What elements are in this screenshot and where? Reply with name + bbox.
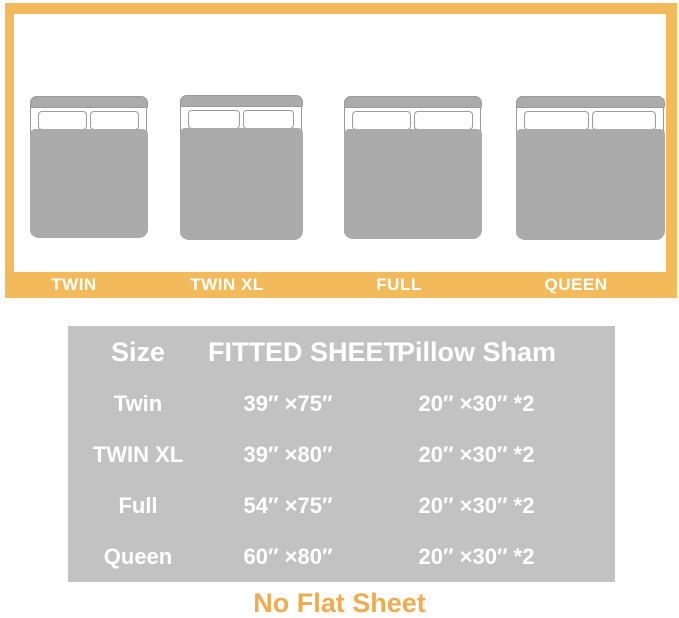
fitted-sheet-graphic — [179, 128, 303, 240]
row-full-fitted-sheet: 54″ ×75″ — [243, 492, 333, 518]
row-full-size: Full — [118, 492, 158, 518]
pillow-right-icon — [242, 110, 294, 129]
bed-icon-twin — [29, 95, 148, 238]
row-full-pillow-sham: 20″ ×30″ *2 — [418, 492, 535, 518]
bed-icon-queen — [515, 95, 665, 240]
fitted-sheet-graphic — [29, 129, 148, 238]
fitted-sheet-graphic — [343, 129, 482, 239]
row-queen-size: Queen — [103, 543, 173, 569]
row-twin-xl-fitted-sheet: 39″ ×80″ — [243, 441, 333, 467]
pillow-right-icon — [591, 111, 656, 130]
row-queen-pillow-sham: 20″ ×30″ *2 — [418, 543, 535, 569]
pillow-left-icon — [524, 111, 589, 130]
pillow-row — [524, 111, 656, 130]
bed-label-full: FULL — [376, 275, 422, 294]
bed-icon-twin-xl — [179, 94, 303, 240]
row-queen-fitted-sheet: 60″ ×80″ — [243, 543, 333, 569]
bed-label-twin: TWIN — [51, 275, 97, 294]
headboard-graphic — [29, 95, 148, 108]
column-header-size: Size — [110, 336, 166, 367]
pillow-right-icon — [414, 111, 473, 130]
pillow-right-icon — [90, 111, 139, 130]
headboard-graphic — [515, 95, 665, 108]
row-twin-pillow-sham: 20″ ×30″ *2 — [418, 390, 535, 416]
row-twin-xl-pillow-sham: 20″ ×30″ *2 — [418, 441, 535, 467]
no-flat-sheet-note: No Flat Sheet — [253, 588, 426, 618]
bed-label-queen: QUEEN — [544, 275, 608, 294]
pillow-left-icon — [352, 111, 411, 130]
bed-labels-bar: TWIN TWIN XL FULL QUEEN — [5, 272, 677, 298]
bed-sizes-panel — [14, 14, 666, 272]
headboard-graphic — [179, 94, 303, 107]
row-twin-size: Twin — [113, 390, 163, 416]
row-twin-fitted-sheet: 39″ ×75″ — [243, 390, 333, 416]
pillow-left-icon — [38, 111, 87, 130]
headboard-graphic — [343, 95, 482, 108]
pillow-left-icon — [188, 110, 240, 129]
pillow-row — [188, 110, 294, 129]
fitted-sheet-graphic — [515, 129, 665, 240]
bed-icon-full — [343, 95, 482, 239]
pillow-row — [38, 111, 139, 130]
column-header-fitted-sheet: FITTED SHEET — [208, 336, 401, 367]
bed-label-twin-xl: TWIN XL — [190, 275, 264, 294]
bed-sizes-frame: TWIN TWIN XL FULL QUEEN — [5, 3, 677, 298]
size-table: Size FITTED SHEET Pillow Sham Twin 39″ ×… — [68, 326, 615, 582]
pillow-row — [352, 111, 473, 130]
column-header-pillow-sham: Pillow Sham — [396, 336, 557, 367]
row-twin-xl-size: TWIN XL — [92, 441, 184, 467]
